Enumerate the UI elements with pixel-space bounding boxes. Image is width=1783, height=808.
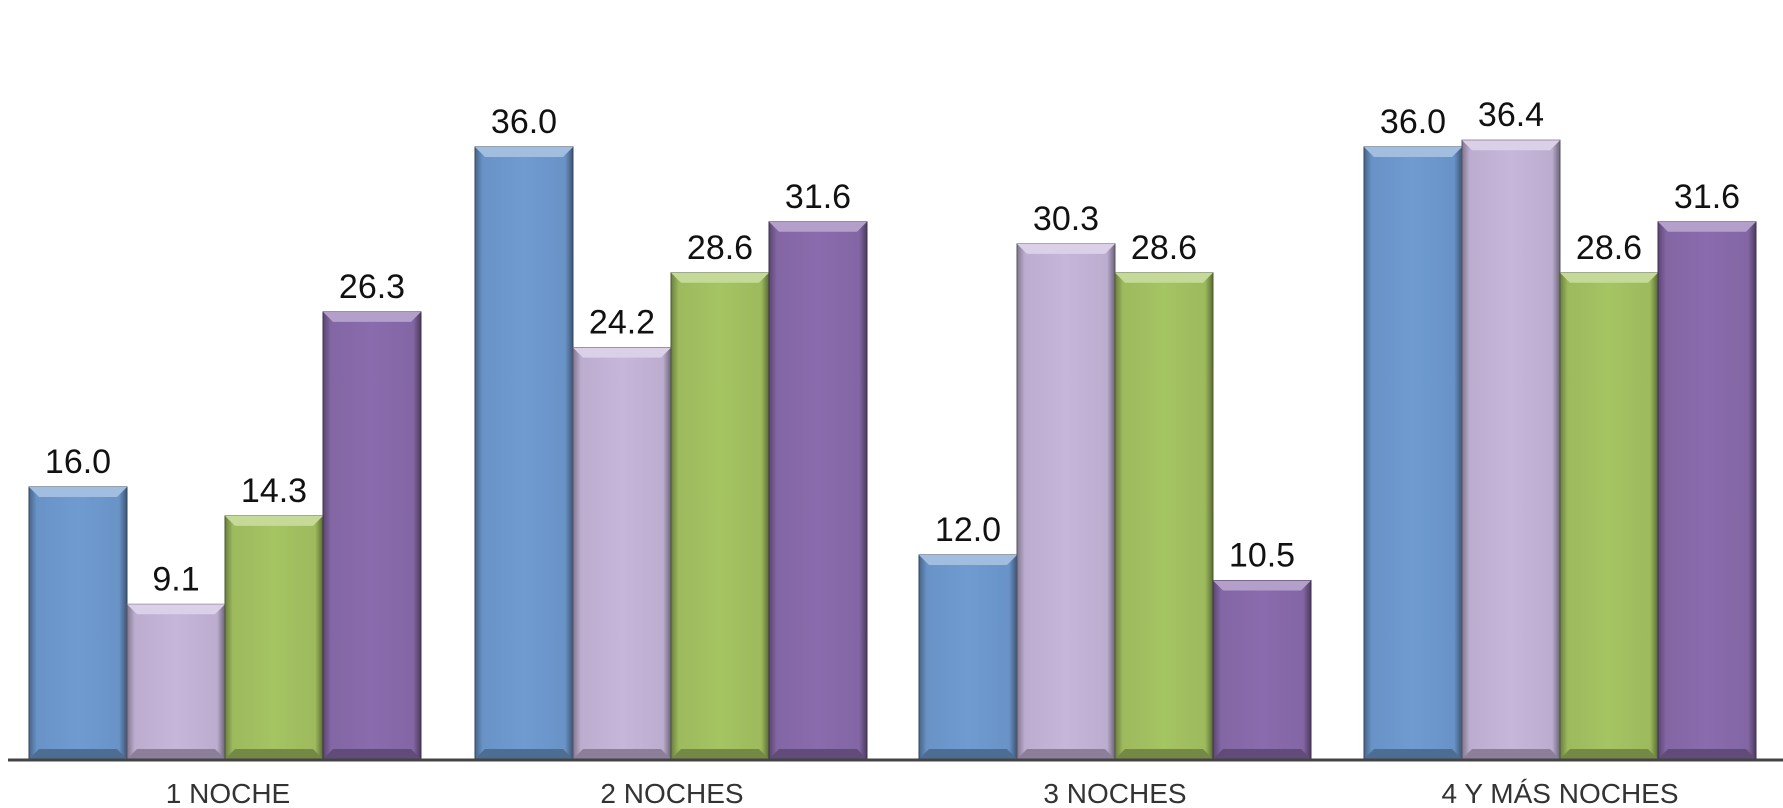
data-label: 12.0 <box>935 511 1001 549</box>
bar <box>918 554 1018 760</box>
bar <box>1212 580 1312 760</box>
bar <box>1114 272 1214 760</box>
data-label: 36.4 <box>1478 96 1544 134</box>
category-label: 3 NOCHES <box>1043 778 1186 808</box>
bar <box>768 221 868 760</box>
data-label: 31.6 <box>785 178 851 216</box>
data-label: 31.6 <box>1674 178 1740 216</box>
bar <box>28 486 128 760</box>
data-label: 28.6 <box>1576 229 1642 267</box>
category-label: 2 NOCHES <box>600 778 743 808</box>
data-label: 28.6 <box>1131 229 1197 267</box>
data-label: 26.3 <box>339 268 405 306</box>
category-labels-layer: 1 NOCHE 2 NOCHES 3 NOCHES 4 Y MÁS NOCHES <box>166 778 1679 808</box>
data-label: 24.2 <box>589 304 655 342</box>
data-label: 28.6 <box>687 229 753 267</box>
bar <box>1016 243 1116 760</box>
data-label: 36.0 <box>1380 103 1446 141</box>
data-label: 10.5 <box>1229 537 1295 575</box>
bar <box>1461 139 1561 760</box>
data-label: 9.1 <box>152 560 199 598</box>
bars-layer <box>28 139 1757 760</box>
data-label: 30.3 <box>1033 200 1099 238</box>
bar <box>1657 221 1757 760</box>
bar <box>224 515 324 760</box>
bar <box>474 146 574 760</box>
data-label: 14.3 <box>241 472 307 510</box>
category-label: 1 NOCHE <box>166 778 290 808</box>
data-label: 16.0 <box>45 443 111 481</box>
bar <box>1363 146 1463 760</box>
bar <box>322 311 422 760</box>
data-label: 36.0 <box>491 103 557 141</box>
category-label: 4 Y MÁS NOCHES <box>1441 778 1678 808</box>
value-labels-layer: 16.0 9.1 14.3 26.3 36.0 24.2 28.6 31.6 12.0 30.3 2… <box>45 96 1740 598</box>
bar <box>670 272 770 760</box>
bar <box>126 603 226 760</box>
bar <box>572 347 672 760</box>
bar <box>1559 272 1659 760</box>
